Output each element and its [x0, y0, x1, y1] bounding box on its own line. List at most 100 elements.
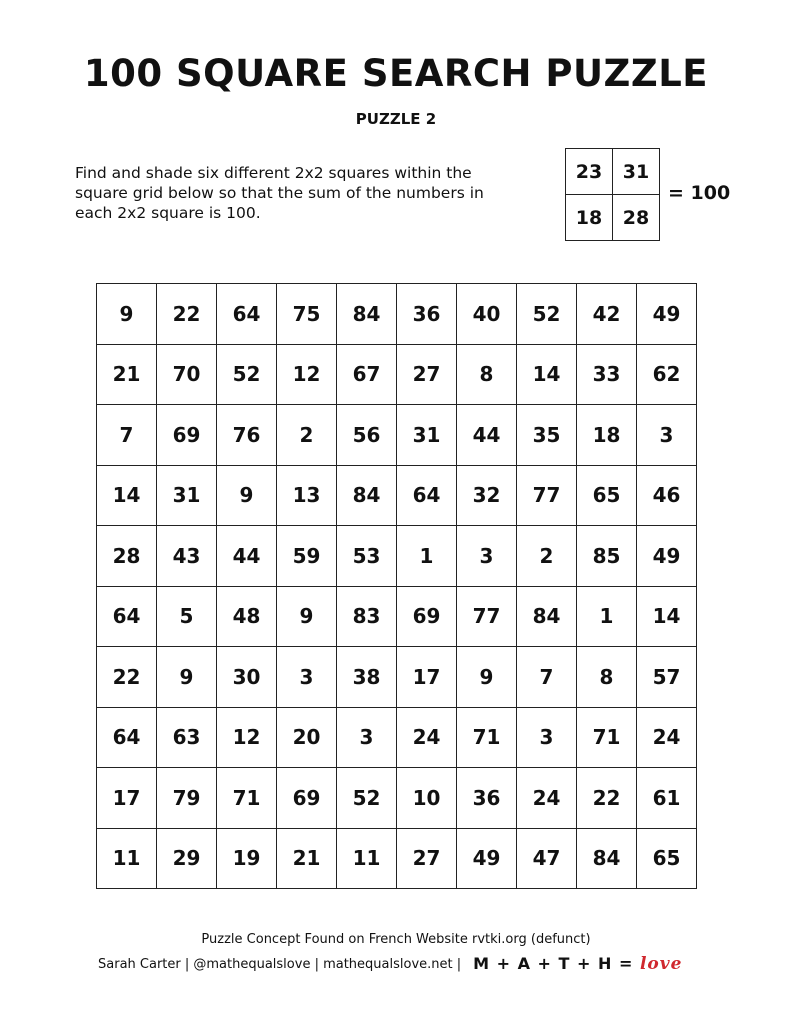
grid-cell[interactable]: 44 [216, 525, 277, 587]
grid-cell[interactable]: 20 [276, 706, 337, 768]
grid-cell[interactable]: 43 [156, 525, 217, 587]
grid-cell[interactable]: 11 [336, 827, 397, 889]
grid-cell[interactable]: 69 [156, 404, 217, 466]
grid-cell[interactable]: 36 [396, 283, 457, 345]
grid-cell[interactable]: 18 [576, 404, 637, 466]
grid-cell[interactable]: 22 [156, 283, 217, 345]
grid-cell[interactable]: 1 [396, 525, 457, 587]
grid-cell[interactable]: 19 [216, 827, 277, 889]
grid-cell[interactable]: 12 [276, 343, 337, 405]
grid-cell[interactable]: 84 [576, 827, 637, 889]
grid-cell[interactable]: 61 [636, 767, 697, 829]
grid-cell[interactable]: 9 [96, 283, 157, 345]
grid-cell[interactable]: 46 [636, 464, 697, 526]
grid-cell[interactable]: 75 [276, 283, 337, 345]
grid-cell[interactable]: 28 [96, 525, 157, 587]
grid-cell[interactable]: 62 [636, 343, 697, 405]
grid-cell[interactable]: 69 [396, 585, 457, 647]
grid-cell[interactable]: 8 [576, 646, 637, 708]
grid-cell[interactable]: 64 [96, 585, 157, 647]
grid-cell[interactable]: 52 [516, 283, 577, 345]
grid-cell[interactable]: 13 [276, 464, 337, 526]
grid-cell[interactable]: 3 [336, 706, 397, 768]
grid-cell[interactable]: 7 [516, 646, 577, 708]
grid-cell[interactable]: 27 [396, 343, 457, 405]
grid-cell[interactable]: 14 [516, 343, 577, 405]
grid-cell[interactable]: 47 [516, 827, 577, 889]
grid-cell[interactable]: 52 [216, 343, 277, 405]
grid-cell[interactable]: 3 [516, 706, 577, 768]
grid-cell[interactable]: 52 [336, 767, 397, 829]
grid-cell[interactable]: 77 [516, 464, 577, 526]
grid-cell[interactable]: 64 [96, 706, 157, 768]
grid-cell[interactable]: 36 [456, 767, 517, 829]
grid-cell[interactable]: 31 [396, 404, 457, 466]
grid-cell[interactable]: 69 [276, 767, 337, 829]
grid-cell[interactable]: 2 [276, 404, 337, 466]
grid-cell[interactable]: 65 [636, 827, 697, 889]
grid-cell[interactable]: 49 [456, 827, 517, 889]
grid-cell[interactable]: 49 [636, 525, 697, 587]
grid-cell[interactable]: 5 [156, 585, 217, 647]
grid-cell[interactable]: 48 [216, 585, 277, 647]
grid-cell[interactable]: 24 [396, 706, 457, 768]
grid-cell[interactable]: 21 [276, 827, 337, 889]
grid-cell[interactable]: 22 [96, 646, 157, 708]
grid-cell[interactable]: 3 [636, 404, 697, 466]
grid-cell[interactable]: 84 [336, 464, 397, 526]
grid-cell[interactable]: 70 [156, 343, 217, 405]
grid-cell[interactable]: 65 [576, 464, 637, 526]
grid-cell[interactable]: 31 [156, 464, 217, 526]
grid-cell[interactable]: 84 [516, 585, 577, 647]
grid-cell[interactable]: 22 [576, 767, 637, 829]
grid-cell[interactable]: 9 [156, 646, 217, 708]
grid-cell[interactable]: 17 [96, 767, 157, 829]
grid-cell[interactable]: 71 [216, 767, 277, 829]
grid-cell[interactable]: 21 [96, 343, 157, 405]
grid-cell[interactable]: 64 [216, 283, 277, 345]
grid-cell[interactable]: 9 [276, 585, 337, 647]
grid-cell[interactable]: 53 [336, 525, 397, 587]
grid-cell[interactable]: 59 [276, 525, 337, 587]
grid-cell[interactable]: 35 [516, 404, 577, 466]
grid-cell[interactable]: 9 [216, 464, 277, 526]
grid-cell[interactable]: 42 [576, 283, 637, 345]
grid-cell[interactable]: 1 [576, 585, 637, 647]
grid-cell[interactable]: 14 [96, 464, 157, 526]
grid-cell[interactable]: 17 [396, 646, 457, 708]
grid-cell[interactable]: 85 [576, 525, 637, 587]
grid-cell[interactable]: 84 [336, 283, 397, 345]
grid-cell[interactable]: 67 [336, 343, 397, 405]
grid-cell[interactable]: 10 [396, 767, 457, 829]
grid-cell[interactable]: 33 [576, 343, 637, 405]
grid-cell[interactable]: 77 [456, 585, 517, 647]
grid-cell[interactable]: 24 [636, 706, 697, 768]
grid-cell[interactable]: 79 [156, 767, 217, 829]
grid-cell[interactable]: 12 [216, 706, 277, 768]
grid-cell[interactable]: 27 [396, 827, 457, 889]
grid-cell[interactable]: 44 [456, 404, 517, 466]
grid-cell[interactable]: 2 [516, 525, 577, 587]
grid-cell[interactable]: 38 [336, 646, 397, 708]
grid-cell[interactable]: 64 [396, 464, 457, 526]
grid-cell[interactable]: 29 [156, 827, 217, 889]
grid-cell[interactable]: 56 [336, 404, 397, 466]
grid-cell[interactable]: 71 [456, 706, 517, 768]
grid-cell[interactable]: 3 [276, 646, 337, 708]
grid-cell[interactable]: 7 [96, 404, 157, 466]
grid-cell[interactable]: 63 [156, 706, 217, 768]
grid-cell[interactable]: 3 [456, 525, 517, 587]
grid-cell[interactable]: 8 [456, 343, 517, 405]
grid-cell[interactable]: 57 [636, 646, 697, 708]
grid-cell[interactable]: 32 [456, 464, 517, 526]
grid-cell[interactable]: 83 [336, 585, 397, 647]
grid-cell[interactable]: 71 [576, 706, 637, 768]
grid-cell[interactable]: 9 [456, 646, 517, 708]
grid-cell[interactable]: 49 [636, 283, 697, 345]
grid-cell[interactable]: 14 [636, 585, 697, 647]
grid-cell[interactable]: 11 [96, 827, 157, 889]
grid-cell[interactable]: 24 [516, 767, 577, 829]
grid-cell[interactable]: 30 [216, 646, 277, 708]
grid-cell[interactable]: 76 [216, 404, 277, 466]
grid-cell[interactable]: 40 [456, 283, 517, 345]
